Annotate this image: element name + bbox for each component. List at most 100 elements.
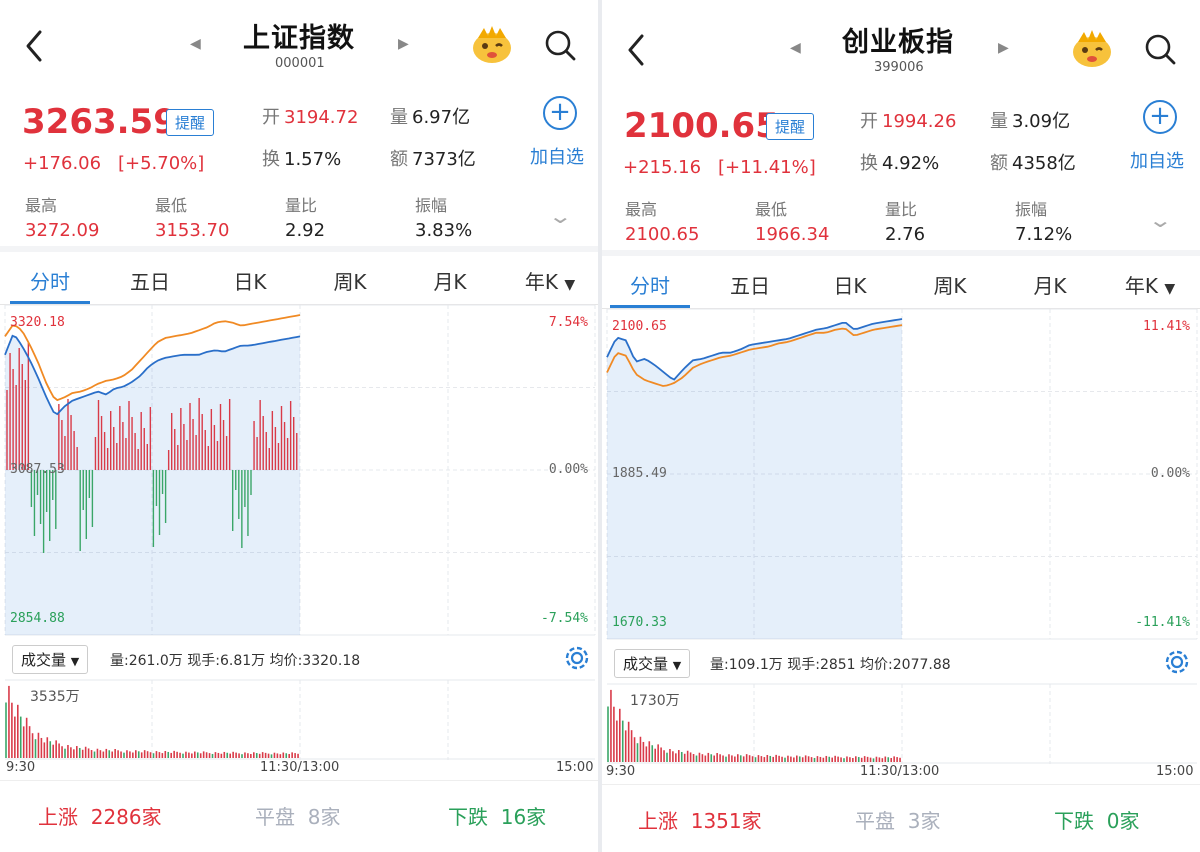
intraday-chart[interactable]	[602, 308, 1200, 640]
back-arrow-icon	[26, 30, 42, 62]
search-button[interactable]	[545, 30, 577, 62]
decliners-count: 下跌 16家	[448, 805, 547, 829]
vol-ratio-value: 2.92	[285, 220, 326, 241]
amplitude-value: 7.12%	[1015, 224, 1073, 245]
add-watchlist-button[interactable]: 加自选	[1130, 151, 1184, 172]
footer-divider	[0, 780, 598, 781]
tab-monthly-k[interactable]: 月K	[1033, 274, 1067, 298]
intraday-chart[interactable]	[0, 304, 598, 636]
price-change: +176.06	[23, 153, 102, 174]
high-value: 2100.65	[625, 224, 700, 245]
prev-index-button[interactable]: ◀	[790, 40, 801, 56]
low-label: 最低	[755, 200, 788, 219]
time-axis-mid: 11:30/13:00	[260, 760, 340, 775]
high-label: 最高	[25, 196, 58, 215]
settings-button[interactable]	[1162, 647, 1192, 677]
tab-weekly-k[interactable]: 周K	[333, 270, 367, 294]
price-axis-bottom: 2854.88	[10, 611, 65, 626]
dropdown-caret-icon: ▼	[564, 277, 576, 293]
pct-axis-mid: 0.00%	[548, 462, 588, 477]
volume-axis-top: 1730万	[630, 693, 680, 709]
divider	[602, 250, 1200, 256]
price-change: +215.16	[623, 157, 702, 178]
unchanged-count: 平盘 8家	[255, 805, 341, 829]
tab-yearly-k[interactable]: 年K ▼	[524, 270, 576, 294]
alert-button[interactable]: 提醒	[166, 109, 215, 136]
price-change-pct: [+5.70%]	[118, 153, 205, 174]
back-button[interactable]	[622, 32, 652, 68]
index-title: 上证指数	[243, 23, 355, 54]
time-axis-end: 15:00	[1156, 764, 1194, 779]
divider	[0, 246, 598, 252]
price-change-pct: [+11.41%]	[718, 157, 816, 178]
mascot-icon[interactable]	[470, 24, 514, 66]
active-tab-indicator	[10, 301, 90, 304]
index-code: 399006	[874, 60, 924, 75]
volume-info: 量:261.0万 现手:6.81万 均价:3320.18	[110, 653, 361, 669]
index-code: 000001	[275, 56, 325, 71]
add-watchlist-button[interactable]: 加自选	[530, 147, 584, 168]
volume-info: 量:109.1万 现手:2851 均价:2077.88	[710, 657, 951, 673]
volume-chart	[607, 683, 1197, 764]
pct-axis-top: 7.54%	[548, 315, 588, 330]
quote-screen-chinext: ◀ 创业板指 399006 ▶ 2100.65 提醒 +215.16 [+11.…	[602, 0, 1200, 852]
add-watchlist-icon[interactable]: +	[543, 96, 577, 130]
dropdown-caret-icon: ▼	[672, 659, 682, 672]
decliners-count: 下跌 0家	[1054, 809, 1140, 833]
time-axis-mid: 11:30/13:00	[860, 764, 940, 779]
mascot-icon[interactable]	[1070, 28, 1114, 70]
vol-ratio-label: 量比	[285, 196, 318, 215]
tab-weekly-k[interactable]: 周K	[933, 274, 967, 298]
back-arrow-icon	[628, 34, 644, 66]
amplitude-value: 3.83%	[415, 220, 473, 241]
next-index-button[interactable]: ▶	[398, 36, 409, 52]
low-value: 3153.70	[155, 220, 230, 241]
alert-button[interactable]: 提醒	[766, 113, 815, 140]
settings-button[interactable]	[562, 643, 592, 673]
tab-yearly-k[interactable]: 年K ▼	[1124, 274, 1176, 298]
indicator-select[interactable]: 成交量 ▼	[614, 649, 691, 678]
pct-axis-top: 11.41%	[1143, 319, 1190, 334]
advancers-count: 上涨 1351家	[638, 809, 762, 833]
tab-five-day[interactable]: 五日	[730, 274, 770, 298]
price-axis-mid: 1885.49	[612, 466, 667, 481]
turnover-stat: 换 4.92%	[860, 153, 940, 174]
price-axis-top: 3320.18	[10, 315, 65, 330]
indicator-select[interactable]: 成交量 ▼	[12, 645, 89, 674]
open-stat: 开 1994.26	[860, 111, 957, 132]
index-title: 创业板指	[842, 27, 954, 58]
tab-intraday[interactable]: 分时	[30, 270, 70, 294]
price-axis-top: 2100.65	[612, 319, 667, 334]
add-watchlist-icon[interactable]: +	[1143, 100, 1177, 134]
amplitude-label: 振幅	[1015, 200, 1048, 219]
price-line	[4, 334, 301, 416]
tab-intraday[interactable]: 分时	[630, 274, 670, 298]
expand-chevron-icon[interactable]: ⌄	[547, 204, 573, 228]
high-label: 最高	[625, 200, 658, 219]
gear-icon	[1165, 650, 1189, 674]
average-price-line	[4, 314, 301, 402]
gear-icon	[565, 646, 589, 670]
unchanged-count: 平盘 3家	[855, 809, 941, 833]
search-button[interactable]	[1145, 34, 1177, 66]
tab-daily-k[interactable]: 日K	[833, 274, 867, 298]
amount-stat: 额 4358亿	[990, 153, 1076, 174]
open-stat: 开 3194.72	[262, 107, 359, 128]
last-price: 2100.65	[624, 106, 779, 146]
back-button[interactable]	[20, 28, 50, 64]
price-axis-bottom: 1670.33	[612, 615, 667, 630]
advancers-count: 上涨 2286家	[38, 805, 162, 829]
volume-axis-top: 3535万	[30, 689, 80, 705]
vol-ratio-label: 量比	[885, 200, 918, 219]
active-tab-indicator	[610, 305, 690, 308]
tab-daily-k[interactable]: 日K	[233, 270, 267, 294]
search-icon	[545, 30, 576, 61]
tab-five-day[interactable]: 五日	[130, 270, 170, 294]
expand-chevron-icon[interactable]: ⌄	[1147, 208, 1173, 232]
turnover-stat: 换 1.57%	[262, 149, 342, 170]
tab-monthly-k[interactable]: 月K	[433, 270, 467, 294]
high-value: 3272.09	[25, 220, 100, 241]
next-index-button[interactable]: ▶	[998, 40, 1009, 56]
prev-index-button[interactable]: ◀	[190, 36, 201, 52]
price-area	[607, 319, 902, 639]
